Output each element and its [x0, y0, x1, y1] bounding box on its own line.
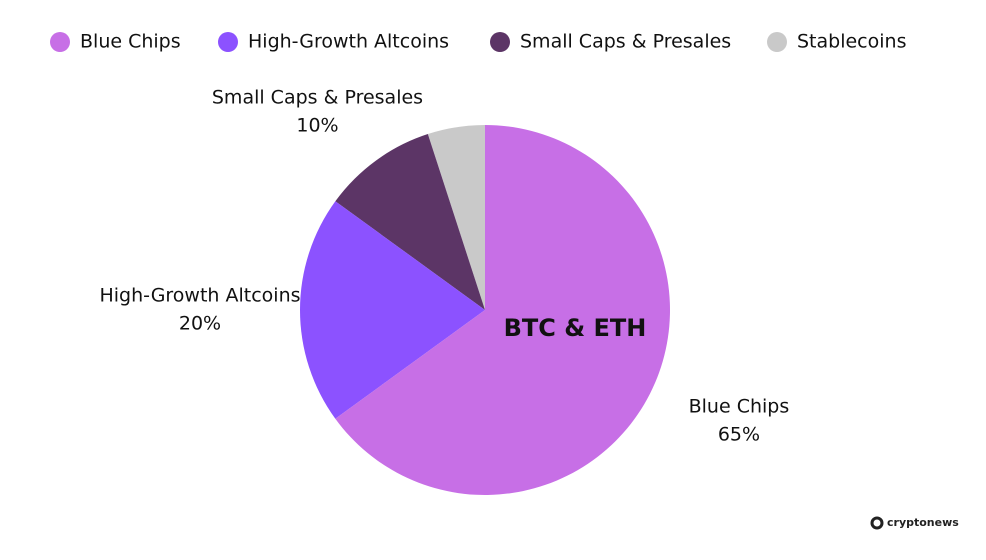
watermark-icon	[870, 516, 884, 530]
legend-label: Blue Chips	[80, 31, 181, 53]
pie-slice	[300, 201, 485, 419]
slice-value-label: 20%	[179, 313, 221, 335]
watermark-text: cryptonews	[887, 516, 959, 529]
slice-label: High-Growth Altcoins	[99, 285, 300, 307]
slice-label: Small Caps & Presales	[212, 86, 423, 108]
legend-label: Stablecoins	[797, 31, 906, 53]
slice-label: Blue Chips	[689, 396, 790, 418]
annotation: BTC & ETH	[504, 314, 647, 342]
legend-label: Small Caps & Presales	[520, 31, 731, 53]
pie-slice	[427, 125, 485, 310]
watermark: cryptonews	[870, 516, 959, 530]
pie-slice	[335, 125, 671, 495]
pie-slice	[335, 134, 485, 310]
legend-swatch	[767, 32, 787, 52]
legend-swatch	[218, 32, 238, 52]
slice-value-label: 10%	[296, 114, 338, 136]
legend-swatch	[50, 32, 70, 52]
slice-value-label: 65%	[718, 424, 760, 446]
legend-label: High-Growth Altcoins	[248, 31, 449, 53]
legend-swatch	[490, 32, 510, 52]
